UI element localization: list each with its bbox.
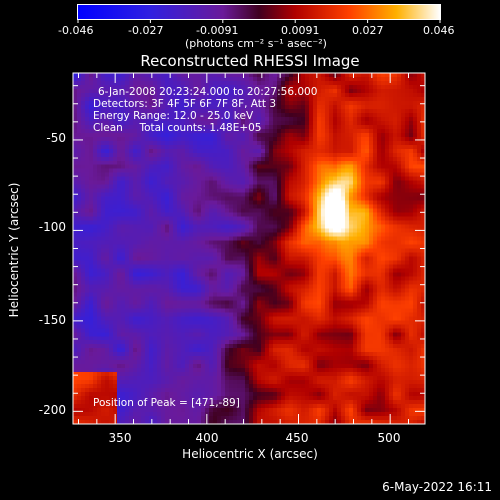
y-axis-label: Heliocentric Y (arcsec) — [7, 182, 21, 318]
colorbar-tick-label: -0.0091 — [196, 24, 239, 37]
annotation-energy-range: Energy Range: 12.0 - 25.0 keV — [93, 110, 254, 122]
chart-title: Reconstructed RHESSI Image — [140, 52, 360, 70]
colorbar-tick-label: -0.027 — [128, 24, 164, 37]
annotation-peak-position: Position of Peak = [471,-89] — [93, 397, 240, 409]
plot-area — [73, 73, 425, 424]
y-tick-label: -100 — [38, 220, 66, 234]
colorbar-ticks — [77, 19, 441, 23]
colorbar-tick-label: 0.0091 — [281, 24, 320, 37]
x-tick-label: 350 — [108, 431, 132, 445]
y-tick-label: -150 — [38, 313, 66, 327]
annotation-time-range: 6-Jan-2008 20:23:24.000 to 20:27:56.000 — [98, 86, 318, 98]
heatmap-image — [73, 73, 425, 424]
colorbar-tick-label: -0.046 — [58, 24, 94, 37]
annotation-method-counts: Clean Total counts: 1.48E+05 — [93, 122, 262, 134]
annotation-detectors: Detectors: 3F 4F 5F 6F 7F 8F, Att 3 — [93, 98, 277, 110]
colorbar-tick-label: 0.046 — [423, 24, 455, 37]
footer-date: 6-May-2022 16:11 — [382, 480, 492, 494]
colorbar-gradient — [78, 5, 440, 19]
x-axis-label: Heliocentric X (arcsec) — [182, 447, 318, 461]
x-tick-label: 500 — [377, 431, 401, 445]
y-tick-label: -200 — [38, 403, 66, 417]
colorbar-units-label: (photons cm⁻² s⁻¹ asec⁻²) — [185, 37, 327, 50]
x-tick-label: 450 — [285, 431, 309, 445]
colorbar — [77, 4, 441, 20]
colorbar-tick-label: 0.027 — [352, 24, 384, 37]
x-tick-label: 400 — [195, 431, 219, 445]
y-tick-label: -50 — [46, 131, 66, 145]
